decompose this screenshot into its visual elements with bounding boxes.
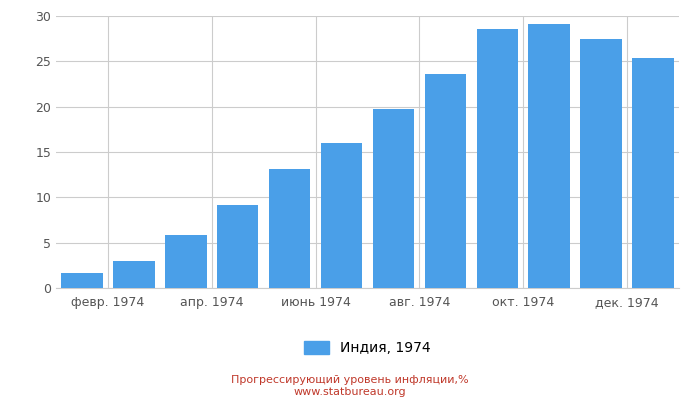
Bar <box>269 169 310 288</box>
Bar <box>321 143 363 288</box>
Bar <box>632 58 674 288</box>
Bar <box>372 109 414 288</box>
Text: Прогрессирующий уровень инфляции,%: Прогрессирующий уровень инфляции,% <box>231 375 469 385</box>
Bar <box>477 29 518 288</box>
Bar <box>165 234 206 288</box>
Bar <box>580 39 622 288</box>
Bar <box>528 24 570 288</box>
Bar <box>61 274 103 288</box>
Text: www.statbureau.org: www.statbureau.org <box>294 387 406 397</box>
Bar <box>113 261 155 288</box>
Bar <box>425 74 466 288</box>
Bar <box>217 206 258 288</box>
Legend: Индия, 1974: Индия, 1974 <box>299 336 436 361</box>
